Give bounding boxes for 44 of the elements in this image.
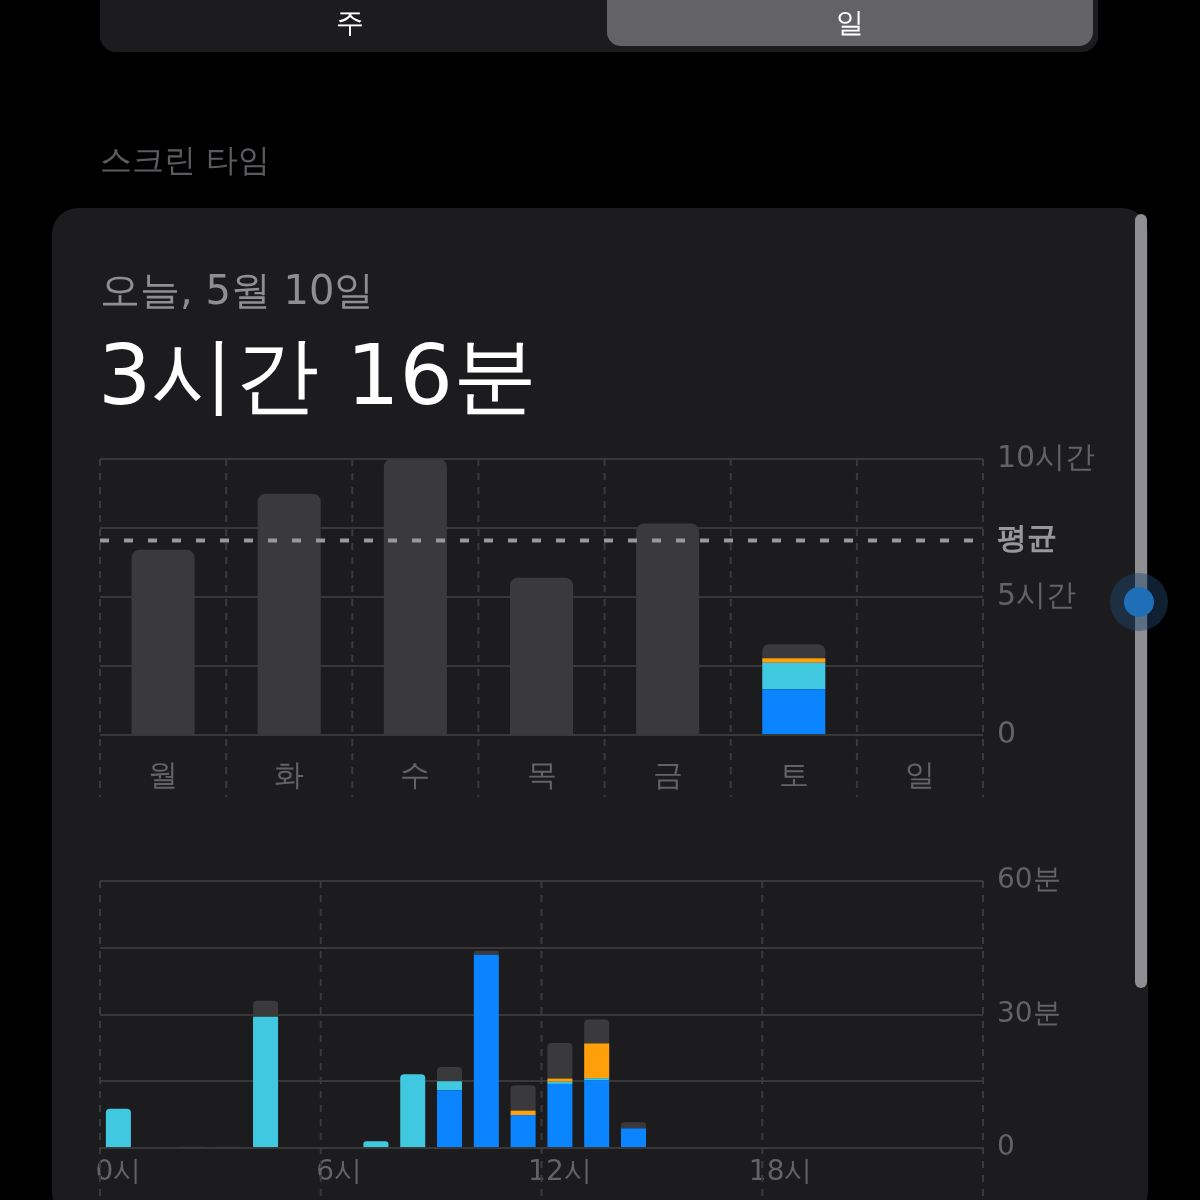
text: 스크린 타임	[100, 140, 271, 180]
x-tick-label: 12시	[528, 1154, 592, 1188]
x-tick-label: 월	[148, 756, 179, 792]
selected-tab: 일	[607, 0, 1093, 46]
y-tick-label: 0	[997, 714, 1017, 750]
bar	[473, 954, 499, 1147]
bar	[105, 1108, 131, 1147]
bar	[584, 1043, 610, 1079]
bar	[584, 1080, 610, 1147]
ref-line-label: 평균	[997, 520, 1057, 556]
y-tick-label: 0	[997, 1129, 1015, 1163]
y-tick-label: 60분	[997, 862, 1061, 896]
bar	[253, 1016, 279, 1147]
bar	[510, 1110, 536, 1116]
bar	[437, 1090, 463, 1147]
segmented-control: 주 일	[100, 0, 1098, 52]
bar	[620, 1122, 646, 1129]
bar	[437, 1081, 463, 1091]
bar	[547, 1083, 573, 1147]
bar	[363, 1141, 389, 1147]
bar	[547, 1042, 573, 1079]
y-tick-label: 10시간	[997, 438, 1096, 474]
bar	[762, 658, 826, 663]
x-tick-label: 금	[652, 756, 683, 792]
bar	[762, 662, 826, 690]
bar	[510, 1085, 536, 1111]
y-tick-label: 5시간	[997, 576, 1077, 612]
bar	[473, 950, 499, 955]
chart-subtitle: 오늘, 5월 10일	[100, 266, 375, 315]
x-tick-label: 화	[274, 756, 305, 792]
x-tick-label: 6시	[316, 1154, 363, 1188]
bar	[584, 1019, 610, 1044]
y-tick-label: 30분	[997, 995, 1061, 1029]
x-tick-label: 18시	[748, 1154, 813, 1188]
bar	[762, 689, 826, 734]
bar	[762, 644, 826, 659]
bar	[510, 1115, 536, 1147]
x-tick-label: 목	[526, 756, 557, 792]
x-tick-label: 토	[778, 756, 809, 792]
bar	[400, 1074, 426, 1147]
x-tick-label: 수	[400, 756, 431, 792]
x-tick-label: 일	[904, 756, 935, 792]
chart-title: 3시간 16분	[98, 325, 538, 425]
bar	[620, 1128, 646, 1147]
